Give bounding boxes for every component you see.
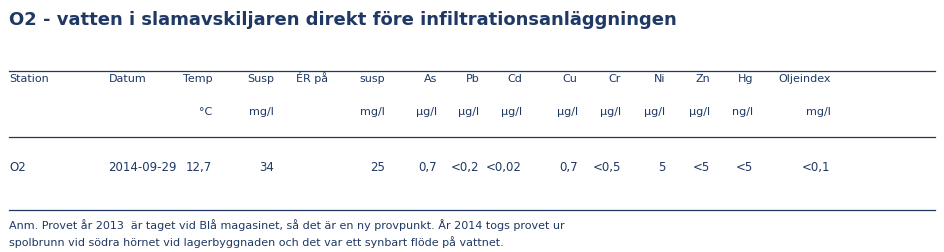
Text: 25: 25	[370, 161, 385, 174]
Text: <0,1: <0,1	[802, 161, 831, 174]
Text: mg/l: mg/l	[806, 107, 831, 117]
Text: Cd: Cd	[507, 74, 522, 84]
Text: ÉR på: ÉR på	[296, 72, 329, 84]
Text: As: As	[424, 74, 437, 84]
Text: Station: Station	[9, 74, 49, 84]
Text: 0,7: 0,7	[559, 161, 578, 174]
Text: Pb: Pb	[465, 74, 480, 84]
Text: <0,5: <0,5	[593, 161, 621, 174]
Text: µg/l: µg/l	[459, 107, 480, 117]
Text: mg/l: mg/l	[361, 107, 385, 117]
Text: 5: 5	[658, 161, 666, 174]
Text: Temp: Temp	[183, 74, 212, 84]
Text: Hg: Hg	[738, 74, 753, 84]
Text: 2014-09-29: 2014-09-29	[109, 161, 177, 174]
Text: <0,02: <0,02	[486, 161, 522, 174]
Text: µg/l: µg/l	[501, 107, 522, 117]
Text: <5: <5	[693, 161, 710, 174]
Text: O2 - vatten i slamavskiljaren direkt före infiltrationsanläggningen: O2 - vatten i slamavskiljaren direkt för…	[9, 11, 677, 29]
Text: Cu: Cu	[563, 74, 578, 84]
Text: ng/l: ng/l	[733, 107, 753, 117]
Text: Ni: Ni	[654, 74, 666, 84]
Text: µg/l: µg/l	[557, 107, 578, 117]
Text: <5: <5	[736, 161, 753, 174]
Text: µg/l: µg/l	[645, 107, 666, 117]
Text: °C: °C	[199, 107, 212, 117]
Text: 34: 34	[259, 161, 274, 174]
Text: µg/l: µg/l	[689, 107, 710, 117]
Text: Zn: Zn	[695, 74, 710, 84]
Text: Anm. Provet år 2013  är taget vid Blå magasinet, så det är en ny provpunkt. År 2: Anm. Provet år 2013 är taget vid Blå mag…	[9, 219, 565, 248]
Text: 12,7: 12,7	[186, 161, 212, 174]
Text: Cr: Cr	[609, 74, 621, 84]
Text: µg/l: µg/l	[416, 107, 437, 117]
Text: <0,2: <0,2	[451, 161, 480, 174]
Text: mg/l: mg/l	[249, 107, 274, 117]
Text: O2: O2	[9, 161, 26, 174]
Text: Susp: Susp	[246, 74, 274, 84]
Text: 0,7: 0,7	[418, 161, 437, 174]
Text: Datum: Datum	[109, 74, 146, 84]
Text: µg/l: µg/l	[600, 107, 621, 117]
Text: susp: susp	[360, 74, 385, 84]
Text: Oljeindex: Oljeindex	[778, 74, 831, 84]
